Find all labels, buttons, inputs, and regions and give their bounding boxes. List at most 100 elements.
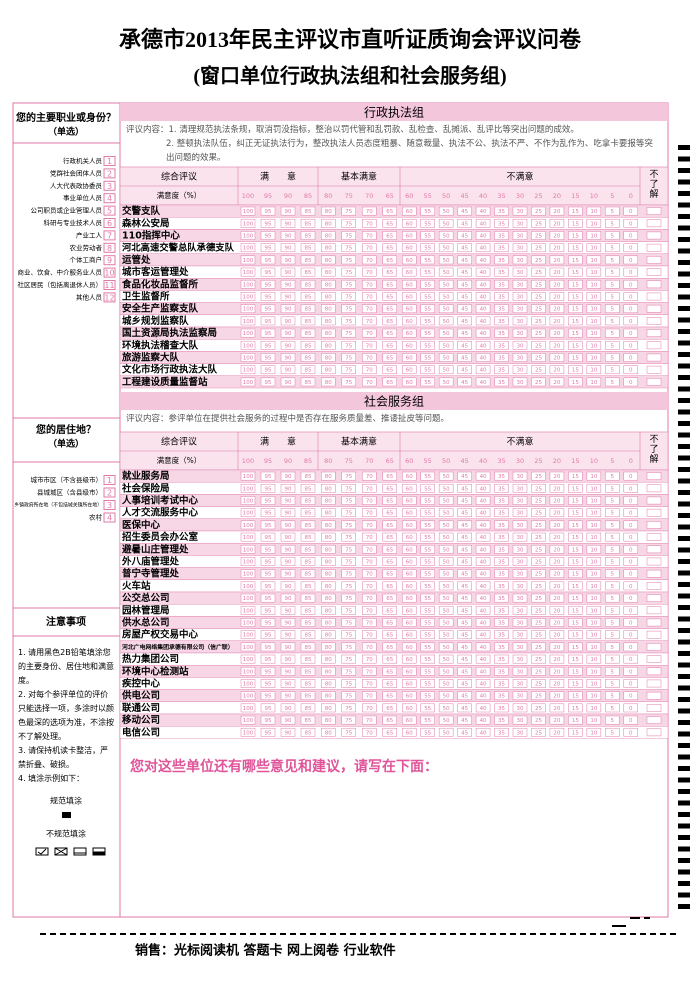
bubble: [457, 569, 472, 579]
bubble: [240, 483, 256, 493]
bubble: [623, 532, 639, 542]
bubble-value: 10: [590, 307, 597, 313]
bubble-value: 5: [611, 682, 615, 688]
bubble: [586, 304, 602, 314]
option-number: 3: [107, 501, 112, 510]
bubble-value: 30: [517, 331, 524, 337]
bubble-value: 45: [461, 234, 468, 240]
bubble-value: 50: [443, 343, 450, 349]
bubble: [280, 353, 296, 362]
bubble-value: 80: [325, 319, 332, 325]
bubble-value: 25: [535, 730, 542, 736]
bubble-value: 70: [366, 511, 373, 517]
bubble-value: 75: [345, 730, 352, 736]
bubble-value: 20: [553, 694, 560, 700]
bubble-value: 35: [498, 319, 505, 325]
bubble-value: 40: [480, 282, 487, 288]
bubble-value: 50: [443, 319, 450, 325]
bubble: [623, 279, 639, 289]
bubble-value: 60: [406, 621, 413, 627]
bubble: [549, 544, 565, 554]
bubble: [475, 353, 491, 362]
bubble: [438, 496, 454, 505]
bubble-value: 60: [406, 706, 413, 712]
bubble: [401, 496, 417, 505]
bubble-value: 15: [572, 645, 579, 651]
option-number: 10: [104, 269, 114, 278]
bubble-value: 80: [325, 221, 332, 227]
bubble-value: 0: [629, 282, 633, 288]
bubble-value: 10: [590, 380, 597, 386]
bubble: [240, 340, 256, 350]
bubble-value: 50: [443, 535, 450, 541]
bubble: [605, 471, 620, 481]
timing-mark: [678, 616, 690, 622]
bubble: [321, 569, 336, 579]
bubble: [549, 496, 565, 505]
bubble: [420, 316, 435, 326]
bubble-value: 90: [285, 282, 292, 288]
bubble: [420, 377, 435, 387]
bubble-value: 55: [424, 511, 431, 517]
option-box: [103, 193, 116, 204]
group-label: 不满意: [506, 171, 533, 183]
bubble-value: 85: [305, 572, 312, 578]
bubble-value: 15: [572, 547, 579, 553]
unknown-bubble: [646, 231, 662, 240]
timing-mark: [678, 639, 690, 645]
option-label: 党群社会团体人员: [50, 168, 103, 177]
bubble-value: 0: [629, 596, 633, 602]
bubble: [531, 206, 546, 216]
bubble: [457, 365, 472, 375]
bubble: [475, 581, 491, 591]
bubble-value: 0: [629, 343, 633, 349]
bubble-value: 45: [461, 258, 468, 264]
bubble-value: 20: [553, 547, 560, 553]
bubble: [605, 231, 620, 240]
scale-value: 10: [590, 457, 598, 465]
bubble-value: 30: [517, 584, 524, 590]
bubble-value: 45: [461, 499, 468, 505]
bubble-value: 95: [265, 560, 272, 566]
title: 承德市2013年民主评议市直听证质询会评议问卷: [119, 27, 582, 52]
bubble: [240, 618, 256, 627]
bubble-value: 25: [535, 221, 542, 227]
bubble-value: 70: [366, 621, 373, 627]
bubble: [280, 715, 296, 725]
timing-mark: [678, 789, 690, 794]
bubble: [362, 243, 377, 253]
bubble: [240, 544, 256, 554]
bubble-value: 85: [305, 282, 312, 288]
bubble-value: 25: [535, 694, 542, 700]
bubble: [382, 292, 397, 301]
timing-mark: [678, 352, 690, 357]
bubble: [438, 279, 454, 289]
bubble: [300, 569, 316, 579]
bubble-value: 85: [305, 718, 312, 724]
bubble: [494, 593, 509, 603]
bubble: [457, 206, 472, 216]
bubble-value: 0: [629, 669, 633, 675]
timing-mark: [678, 570, 690, 576]
bubble: [531, 703, 546, 713]
bubble: [420, 532, 435, 542]
option-box: [103, 156, 116, 166]
bubble-value: 40: [480, 560, 487, 566]
bubble: [568, 654, 583, 664]
bubble: [457, 340, 472, 350]
option-label: 商业、饮食、中介服务业人员: [18, 268, 103, 277]
bubble-value: 55: [424, 486, 431, 492]
bubble-value: 15: [572, 356, 579, 362]
timing-mark: [678, 685, 690, 691]
bubble: [475, 267, 491, 277]
bubble-value: 25: [535, 246, 542, 252]
bubble-value: 10: [590, 295, 597, 301]
bubble: [362, 703, 377, 713]
bubble-value: 100: [243, 718, 254, 724]
option-box: [103, 487, 116, 498]
bubble-value: 60: [406, 331, 413, 337]
bubble-value: 55: [424, 547, 431, 553]
bubble-value: 35: [498, 694, 505, 700]
unknown-bubble: [646, 280, 662, 289]
bubble-value: 75: [345, 596, 352, 602]
